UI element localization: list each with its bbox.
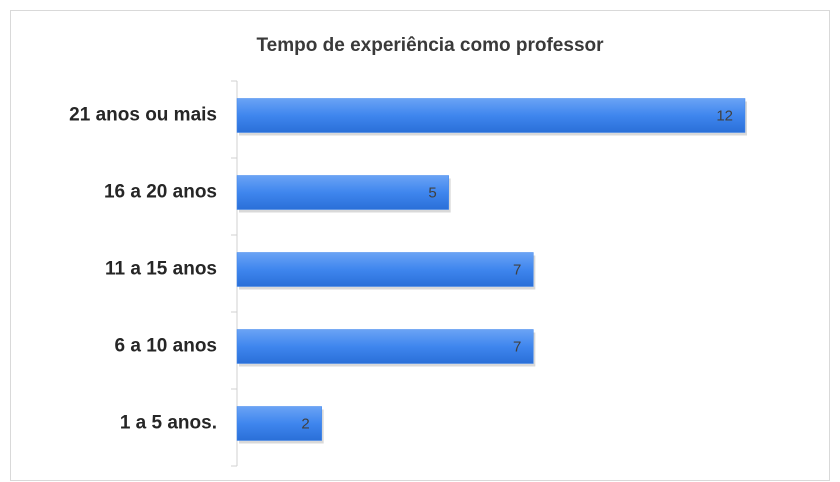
data-label: 12: [716, 107, 733, 124]
data-label: 2: [301, 415, 309, 432]
y-tick-label: 11 a 15 anos: [105, 259, 217, 280]
bar: [236, 329, 534, 364]
bar: [236, 252, 534, 287]
data-label: 7: [513, 338, 521, 355]
chart-border: [10, 10, 830, 481]
y-tick-label: 6 a 10 anos: [115, 336, 217, 357]
data-label: 7: [513, 261, 521, 278]
bar: [236, 406, 322, 441]
y-tick-label: 21 anos ou mais: [69, 105, 217, 126]
bar: [236, 175, 449, 210]
y-tick-label: 1 a 5 anos.: [120, 413, 217, 434]
chart-title: Tempo de experiência como professor: [256, 35, 604, 56]
data-label: 5: [428, 184, 436, 201]
y-tick-label: 16 a 20 anos: [104, 182, 217, 203]
bar: [236, 98, 746, 133]
